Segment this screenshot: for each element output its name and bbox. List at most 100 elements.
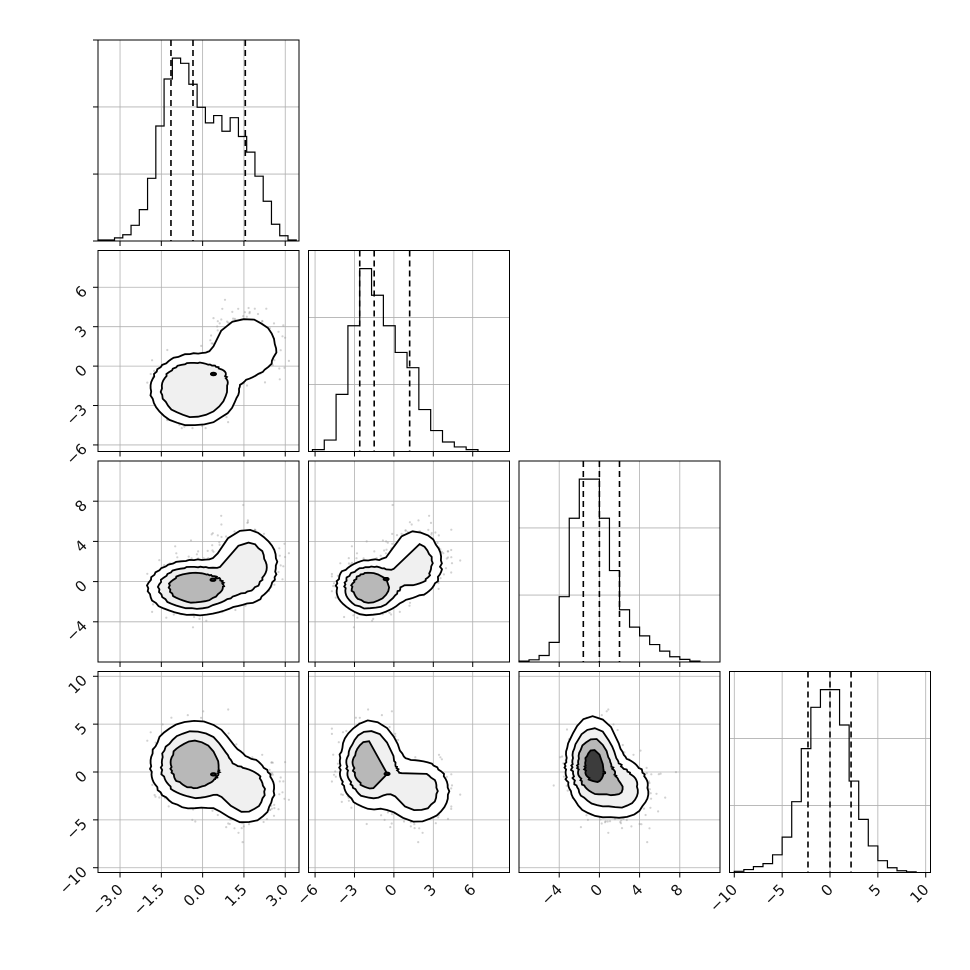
scatter-points xyxy=(146,298,290,430)
sample-point xyxy=(283,366,286,369)
contour-line xyxy=(210,772,217,777)
sample-point xyxy=(343,615,346,619)
contour-line xyxy=(159,361,229,419)
density-fill xyxy=(351,572,390,603)
sample-point xyxy=(450,562,454,565)
sample-point xyxy=(284,336,287,339)
sample-point xyxy=(271,773,274,776)
sample-point xyxy=(244,604,247,607)
sample-point xyxy=(195,553,198,556)
sample-point xyxy=(268,808,271,812)
sample-point xyxy=(434,531,437,534)
sample-point xyxy=(154,795,157,798)
sample-point xyxy=(278,547,281,550)
sample-point xyxy=(352,626,355,629)
sample-point xyxy=(334,770,337,773)
sample-point xyxy=(336,574,339,577)
sample-point xyxy=(404,529,407,532)
sample-point xyxy=(262,820,265,824)
sample-point xyxy=(391,532,394,536)
sample-point xyxy=(450,548,453,552)
sample-point xyxy=(270,761,273,764)
sample-point xyxy=(193,615,196,619)
sample-point xyxy=(200,344,203,347)
sample-point xyxy=(367,708,370,711)
sample-point xyxy=(284,555,287,559)
sample-point xyxy=(350,806,353,809)
sample-point xyxy=(341,731,345,734)
sample-point xyxy=(437,587,440,591)
sample-point xyxy=(383,818,386,822)
sample-point xyxy=(385,540,388,543)
histogram-p1 xyxy=(311,267,479,452)
sample-point xyxy=(212,317,215,320)
sample-point xyxy=(281,335,284,338)
sample-point xyxy=(149,372,152,376)
sample-point xyxy=(210,533,213,536)
x-tick-label: 1.5 xyxy=(221,881,251,911)
sample-point xyxy=(281,578,284,581)
sample-point xyxy=(282,780,285,783)
sample-point xyxy=(210,342,213,345)
sample-point xyxy=(158,796,161,799)
sample-point xyxy=(256,312,260,316)
sample-point xyxy=(231,310,234,313)
sample-point xyxy=(225,535,228,538)
sample-point xyxy=(270,761,273,764)
sample-point xyxy=(216,534,219,537)
sample-point xyxy=(172,613,175,616)
grid-lines xyxy=(98,40,299,241)
x-tick-label: −3.0 xyxy=(88,881,126,919)
sample-point xyxy=(191,427,194,430)
sample-point xyxy=(220,523,223,526)
scatter-points xyxy=(146,708,290,844)
sample-point xyxy=(247,823,251,826)
sample-point xyxy=(202,557,205,560)
y-tick-label: −10 xyxy=(56,863,91,898)
y-tick-label: 0 xyxy=(71,767,90,786)
sample-point xyxy=(427,528,430,532)
sample-point xyxy=(350,545,353,548)
sample-point xyxy=(390,813,394,816)
sample-point xyxy=(428,514,431,517)
contour-line xyxy=(167,571,226,604)
sample-point xyxy=(211,549,214,552)
sample-point xyxy=(445,775,448,779)
sample-point xyxy=(221,307,224,310)
sample-point xyxy=(355,552,359,555)
sample-point xyxy=(248,312,251,315)
panel-2-1 xyxy=(308,460,510,663)
sample-point xyxy=(265,307,268,310)
sample-point xyxy=(272,814,276,817)
sample-point xyxy=(417,841,420,844)
contour-line xyxy=(343,543,434,610)
sample-point xyxy=(273,807,276,810)
sample-point xyxy=(174,545,177,548)
sample-point xyxy=(216,320,219,323)
sample-point xyxy=(450,787,453,790)
sample-point xyxy=(446,550,449,553)
sample-point xyxy=(240,827,243,830)
sample-point xyxy=(350,561,354,564)
contour-line xyxy=(149,318,278,427)
sample-point xyxy=(330,572,333,576)
sample-point xyxy=(365,540,368,543)
sample-point xyxy=(332,753,335,756)
y-tick-label: 4 xyxy=(71,537,90,556)
sample-point xyxy=(283,797,286,800)
sample-point xyxy=(270,807,273,810)
sample-point xyxy=(395,534,399,537)
y-tick-label: 10 xyxy=(65,671,91,697)
sample-point xyxy=(232,317,235,320)
sample-point xyxy=(278,793,281,796)
sample-point xyxy=(165,616,168,619)
y-tick-label: 0 xyxy=(71,577,90,596)
sample-point xyxy=(390,613,393,616)
sample-point xyxy=(191,818,194,822)
contour-line xyxy=(382,577,390,582)
sample-point xyxy=(149,731,152,734)
sample-point xyxy=(234,608,237,612)
sample-point xyxy=(251,756,254,759)
sample-point xyxy=(218,543,221,547)
sample-point xyxy=(362,557,365,560)
